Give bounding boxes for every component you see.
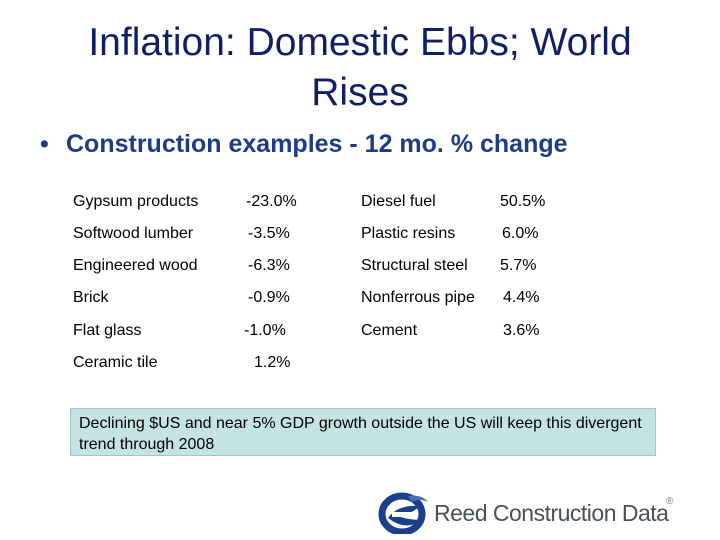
registered-mark: ® <box>666 496 674 507</box>
left-item-value: -23.0% <box>246 193 297 210</box>
logo-wordmark: Reed Construction Data <box>434 500 669 526</box>
bullet-heading-text: Construction examples - 12 mo. % change <box>66 130 568 158</box>
left-item-value: -3.5% <box>248 225 290 242</box>
slide-title-line-2: Rises <box>311 71 409 114</box>
slide-title: Inflation: Domestic Ebbs; World Rises <box>0 18 720 118</box>
right-item-name: Diesel fuel <box>361 193 436 210</box>
bullet-heading: • Construction examples - 12 mo. % change <box>40 130 568 159</box>
company-logo: Reed Construction Data ® <box>378 490 688 534</box>
bullet-dot-icon: • <box>40 130 49 158</box>
logo-mark-icon <box>378 492 428 534</box>
right-item-value: 5.7% <box>500 257 537 274</box>
left-item-name: Engineered wood <box>73 257 198 274</box>
left-item-value: -6.3% <box>248 257 290 274</box>
left-item-value: -1.0% <box>244 322 286 339</box>
right-item-value: 50.5% <box>500 193 546 210</box>
left-item-value: 1.2% <box>254 354 291 371</box>
left-item-name: Softwood lumber <box>73 225 194 242</box>
right-item-value: 6.0% <box>502 225 539 242</box>
right-item-name: Cement <box>361 322 418 339</box>
callout-box: Declining $US and near 5% GDP growth out… <box>70 408 656 456</box>
left-item-name: Gypsum products <box>73 193 199 210</box>
right-item-name: Structural steel <box>361 257 468 274</box>
right-item-value: 3.6% <box>503 322 540 339</box>
left-item-name: Flat glass <box>73 322 142 339</box>
right-item-name: Nonferrous pipe <box>361 289 475 306</box>
right-item-name: Plastic resins <box>361 225 456 242</box>
right-item-value: 4.4% <box>503 289 540 306</box>
left-item-value: -0.9% <box>248 289 290 306</box>
left-item-name: Ceramic tile <box>73 354 158 371</box>
slide-title-line-1: Inflation: Domestic Ebbs; World <box>88 21 632 64</box>
left-item-name: Brick <box>73 289 109 306</box>
